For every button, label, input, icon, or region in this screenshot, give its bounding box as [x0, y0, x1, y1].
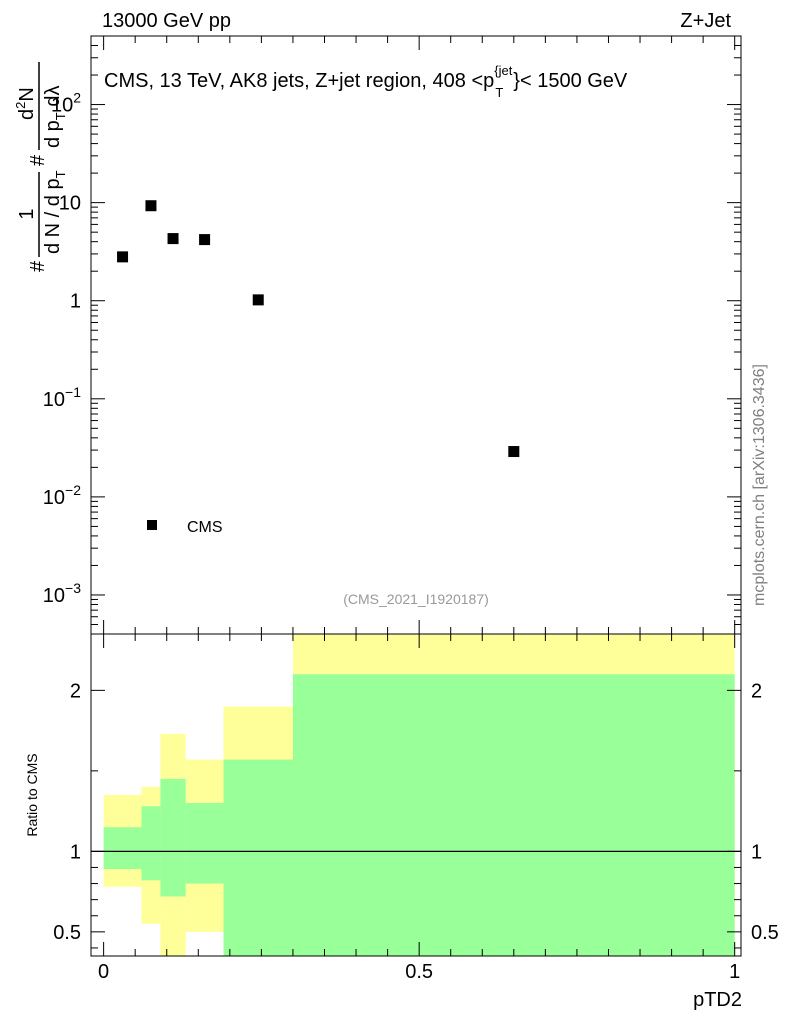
x-tick-label: 0	[98, 961, 109, 983]
y-label-frac2-num: d2N	[13, 87, 38, 120]
chart-title-lead: CMS, 13 TeV, AK8 jets, Z+jet region, 408…	[104, 70, 494, 92]
y-label-prefix: #	[27, 260, 49, 272]
ratio-y-tick-label: 1	[70, 841, 81, 863]
main-axes: 10−3 10−2 10−1 1 10 102	[43, 35, 741, 635]
legend-marker-cms	[147, 520, 157, 530]
ratio-bands	[91, 634, 741, 956]
y-label-frac1-den: d N / d pT	[42, 170, 68, 254]
header-left-label: 13000 GeV pp	[102, 10, 231, 32]
main-frame	[90, 35, 742, 635]
x-axis-label: pTD2	[693, 989, 742, 1011]
ratio-band-inner	[103, 827, 142, 870]
ratio-band-inner	[223, 759, 293, 956]
main-panel: 10−3 10−2 10−1 1 10 102 CMS, 13 TeV, AK8 jets…	[13, 35, 742, 635]
main-y-tick-label: 10−2	[43, 482, 81, 509]
y-label-frac1-num: 1	[16, 208, 38, 219]
ratio-band-inner	[141, 806, 161, 881]
main-y-tick-label: 10−1	[43, 384, 81, 411]
chart-title: CMS, 13 TeV, AK8 jets, Z+jet region, 408…	[104, 63, 628, 100]
main-y-tick-label: 1	[70, 291, 81, 313]
ratio-axes: 0.5 0.5 1 1 2 2 0 0.5 1	[53, 634, 779, 983]
main-y-tick-label: 102	[51, 90, 81, 117]
cms-data-point	[167, 233, 179, 245]
main-plot-marks	[117, 200, 520, 458]
ratio-panel: 0.5 0.5 1 1 2 2 0 0.5 1 Ratio to CMS pTD2	[24, 633, 779, 1011]
chart-title-tail: }< 1500 GeV	[513, 70, 628, 92]
cms-data-point	[199, 234, 211, 246]
ratio-band-inner	[185, 803, 224, 884]
ratio-frame	[90, 633, 742, 957]
chart-title-sup: {jet	[494, 63, 512, 78]
cms-data-point	[145, 200, 157, 212]
ratio-y-tick-label-right: 2	[751, 680, 762, 702]
main-y-tick-label: 10	[59, 193, 81, 215]
analysis-tag: (CMS_2021_I1920187)	[343, 591, 489, 607]
main-y-tick-label: 10−3	[43, 580, 81, 607]
watermark: mcplots.cern.ch [arXiv:1306.3436]	[751, 364, 768, 606]
header-right-label: Z+Jet	[680, 10, 731, 32]
ratio-band-inner	[160, 778, 186, 897]
ratio-band-inner	[292, 674, 735, 956]
y-label-mid: #	[27, 154, 49, 166]
legend-label-cms: CMS	[187, 519, 223, 536]
ratio-y-tick-label: 0.5	[53, 922, 81, 944]
ratio-y-tick-label-right: 1	[751, 841, 762, 863]
ratio-y-tick-label: 2	[70, 680, 81, 702]
cms-data-point	[117, 251, 129, 263]
x-tick-label: 0.5	[405, 961, 433, 983]
chart-title-sub: T	[495, 85, 503, 100]
ratio-y-tick-label-right: 0.5	[751, 922, 779, 944]
x-tick-label: 1	[729, 961, 740, 983]
cms-data-point	[508, 446, 520, 458]
cms-data-point	[252, 294, 264, 306]
ratio-y-label: Ratio to CMS	[24, 753, 40, 836]
y-label-frac2-den: d pT dλ	[42, 86, 68, 148]
main-y-label: # 1 d N / d pT # d2N d pT dλ	[13, 62, 68, 272]
